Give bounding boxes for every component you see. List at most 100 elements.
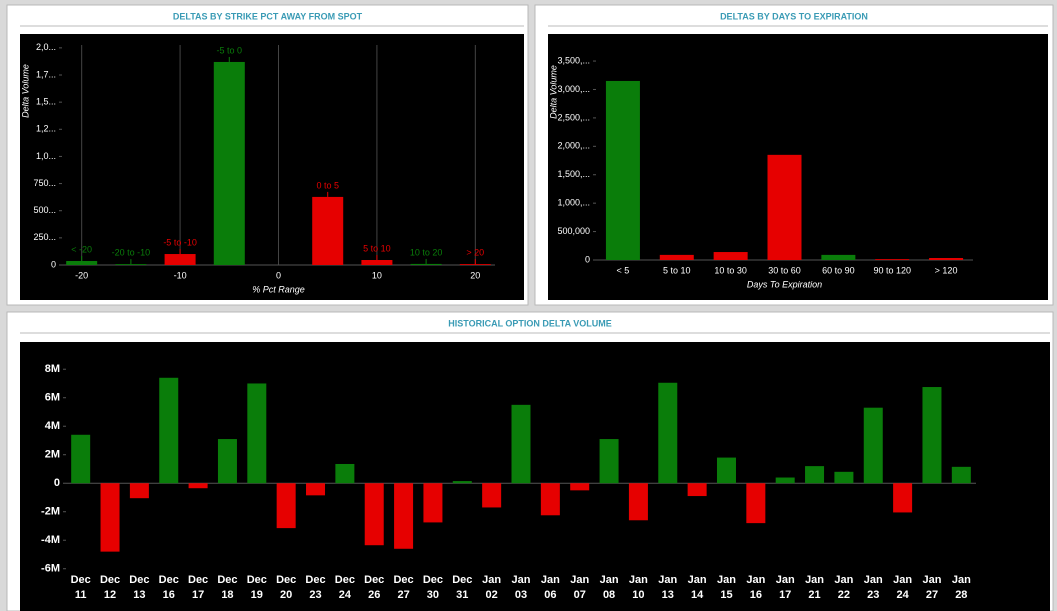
x-tick-label: 22	[838, 589, 850, 601]
x-tick-label: 30	[427, 589, 439, 601]
y-tick-label: 1,2...	[36, 124, 56, 134]
x-tick-label: Jan	[512, 574, 531, 586]
x-tick-label: 0	[276, 270, 281, 280]
x-tick-label: Jan	[482, 574, 501, 586]
bar	[100, 483, 120, 552]
bar	[452, 481, 472, 484]
x-tick-label: Dec	[217, 574, 237, 586]
x-tick-label: 60 to 90	[822, 265, 855, 275]
x-tick-label: 06	[544, 589, 556, 601]
bar	[922, 387, 942, 484]
x-tick-label: Dec	[276, 574, 296, 586]
bar	[875, 259, 910, 260]
bar	[805, 466, 825, 484]
x-axis-label: Days To Expiration	[747, 279, 822, 289]
x-tick-label: Jan	[864, 574, 883, 586]
bar	[713, 252, 748, 260]
bar	[410, 263, 442, 265]
x-tick-label: Dec	[247, 574, 267, 586]
panel-title: DELTAS BY STRIKE PCT AWAY FROM SPOT	[173, 11, 363, 21]
x-tick-label: Jan	[805, 574, 824, 586]
x-tick-label: 10	[372, 270, 382, 280]
bar	[482, 483, 502, 508]
x-tick-label: Jan	[834, 574, 853, 586]
x-tick-label: 24	[339, 589, 352, 601]
x-tick-label: 20	[470, 270, 480, 280]
x-tick-label: 03	[515, 589, 527, 601]
y-tick-label: 0	[51, 259, 56, 269]
x-tick-label: 18	[221, 589, 233, 601]
y-tick-label: 0	[585, 254, 590, 264]
y-tick-label: 3,500,...	[557, 55, 590, 65]
bar	[511, 404, 531, 484]
x-tick-label: Dec	[452, 574, 472, 586]
x-tick-label: 15	[720, 589, 732, 601]
x-tick-label: > 120	[935, 265, 958, 275]
bar-label: -5 to 0	[217, 45, 243, 55]
x-tick-label: 20	[280, 589, 292, 601]
bar	[775, 477, 795, 484]
x-tick-label: Dec	[129, 574, 149, 586]
bar	[821, 254, 856, 260]
bar	[247, 383, 267, 484]
bar	[605, 80, 640, 261]
bar	[276, 483, 296, 529]
x-tick-label: 02	[486, 589, 498, 601]
bar	[423, 483, 443, 523]
y-tick-label: -4M	[41, 534, 60, 546]
bar	[599, 439, 619, 484]
bar-label: 0 to 5	[316, 180, 339, 190]
x-tick-label: -20	[75, 270, 88, 280]
y-tick-label: 250...	[33, 232, 56, 242]
x-tick-label: 23	[309, 589, 321, 601]
panel-title: HISTORICAL OPTION DELTA VOLUME	[448, 318, 612, 328]
bar	[659, 254, 694, 260]
bar	[312, 196, 344, 265]
x-tick-label: 16	[163, 589, 175, 601]
bar-label: -5 to -10	[163, 237, 197, 247]
bar	[459, 264, 491, 265]
bar	[364, 483, 384, 546]
bar	[213, 61, 245, 265]
bar	[746, 483, 766, 524]
x-tick-label: Jan	[893, 574, 912, 586]
x-tick-label: Dec	[423, 574, 443, 586]
x-tick-label: Jan	[688, 574, 707, 586]
bar	[628, 483, 648, 521]
x-tick-label: Dec	[159, 574, 179, 586]
x-tick-label: Dec	[188, 574, 208, 586]
x-tick-label: 19	[251, 589, 263, 601]
x-tick-label: Dec	[305, 574, 325, 586]
bar	[929, 258, 964, 260]
bar	[834, 471, 854, 484]
x-tick-label: 10 to 30	[714, 265, 747, 275]
bar	[540, 483, 560, 516]
bar	[570, 483, 590, 491]
y-tick-label: 2M	[45, 449, 60, 461]
y-tick-label: 1,500,...	[557, 169, 590, 179]
bar	[863, 407, 883, 484]
x-tick-label: 23	[867, 589, 879, 601]
y-tick-label: 2,000,...	[557, 141, 590, 151]
x-tick-label: Dec	[364, 574, 384, 586]
x-tick-label: Jan	[629, 574, 648, 586]
y-tick-label: 500...	[33, 205, 56, 215]
bar-label: 5 to 10	[363, 243, 391, 253]
bar	[306, 483, 326, 496]
bar-label: > 20	[466, 248, 484, 258]
y-tick-label: 1,5...	[36, 97, 56, 107]
x-tick-label: Dec	[100, 574, 120, 586]
x-tick-label: 31	[456, 589, 468, 601]
x-tick-label: 07	[574, 589, 586, 601]
x-tick-label: 26	[368, 589, 380, 601]
x-tick-label: -10	[174, 270, 187, 280]
y-tick-label: 750...	[33, 178, 56, 188]
x-tick-label: 11	[75, 589, 87, 601]
x-tick-label: Jan	[776, 574, 795, 586]
x-tick-label: 17	[192, 589, 204, 601]
bar	[361, 260, 393, 265]
y-tick-label: 1,0...	[36, 151, 56, 161]
y-axis-label: Delta Volume	[548, 65, 558, 119]
x-tick-label: 21	[808, 589, 820, 601]
